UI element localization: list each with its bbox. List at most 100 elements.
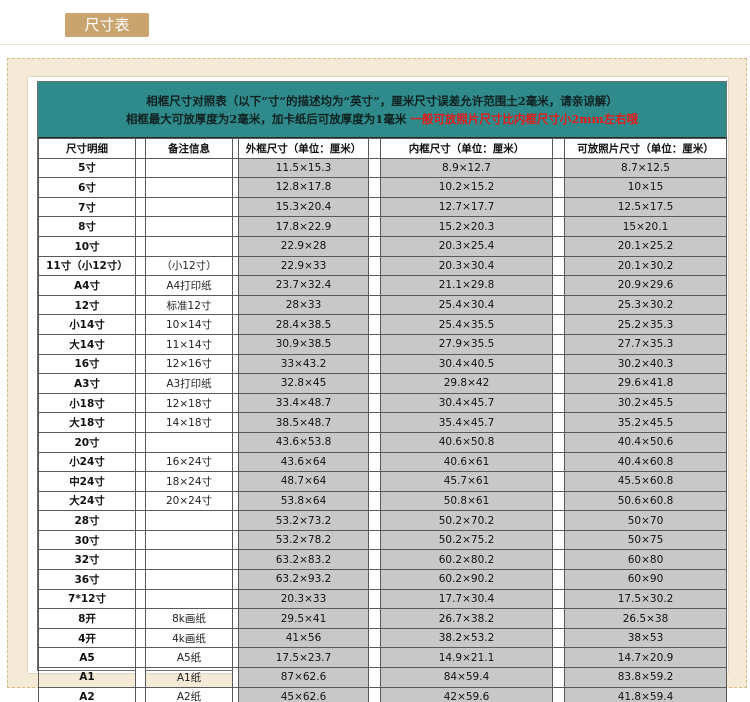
column-spacer xyxy=(135,235,146,257)
photo-size-cell: 40.4×60.8 xyxy=(564,451,727,473)
outer-size-cell: 23.7×32.4 xyxy=(238,275,369,296)
photo-size-cell: 8.7×12.5 xyxy=(564,157,727,179)
table-row: 16寸 12×16寸 33×43.2 30.4×40.5 30.2×40.3 xyxy=(38,353,727,375)
table-row: 28寸 53.2×73.2 50.2×70.2 50×70 xyxy=(38,510,727,531)
column-spacer xyxy=(552,275,565,296)
column-spacer xyxy=(368,451,381,473)
outer-size-cell: 32.8×45 xyxy=(238,373,369,394)
column-spacer xyxy=(368,275,381,296)
column-spacer xyxy=(552,412,565,433)
size-cell: 大14寸 xyxy=(38,333,136,355)
photo-size-cell: 40.4×50.6 xyxy=(564,431,727,453)
note-cell xyxy=(145,216,233,237)
column-header-inner: 内框尺寸（单位：厘米） xyxy=(380,138,553,159)
photo-size-cell: 41.8×59.4 xyxy=(564,686,727,702)
table-row: A3寸 A3打印纸 32.8×45 29.8×42 29.6×41.8 xyxy=(38,373,727,394)
column-spacer xyxy=(368,196,381,218)
inner-size-cell: 17.7×30.4 xyxy=(380,588,553,610)
size-cell: 30寸 xyxy=(38,529,136,551)
outer-size-cell: 22.9×28 xyxy=(238,235,369,257)
table-row: 4开 4k画纸 41×56 38.2×53.2 38×53 xyxy=(38,627,727,649)
table-row: A1 A1纸 87×62.6 84×59.4 83.8×59.2 xyxy=(38,667,727,688)
inner-size-cell: 45.7×61 xyxy=(380,471,553,492)
outer-size-cell: 17.5×23.7 xyxy=(238,647,369,669)
photo-size-cell: 38×53 xyxy=(564,627,727,649)
outer-size-cell: 53.8×64 xyxy=(238,490,369,512)
column-header-photo: 可放照片尺寸（单位：厘米） xyxy=(564,138,727,159)
size-cell: 大18寸 xyxy=(38,412,136,433)
column-header-outer: 外框尺寸（单位：厘米） xyxy=(238,138,369,159)
inner-size-cell: 30.4×40.5 xyxy=(380,353,553,375)
divider xyxy=(0,44,750,45)
column-spacer xyxy=(552,471,565,492)
column-spacer xyxy=(552,177,565,198)
table-row: A5 A5纸 17.5×23.7 14.9×21.1 14.7×20.9 xyxy=(38,647,727,669)
column-spacer xyxy=(368,510,381,531)
column-spacer xyxy=(368,216,381,237)
outer-size-cell: 20.3×33 xyxy=(238,588,369,610)
table-row: A4寸 A4打印纸 23.7×32.4 21.1×29.8 20.9×29.6 xyxy=(38,275,727,296)
column-spacer xyxy=(552,333,565,355)
column-spacer xyxy=(368,333,381,355)
column-spacer xyxy=(552,451,565,473)
note-cell: 12×18寸 xyxy=(145,392,233,414)
inner-size-cell: 40.6×50.8 xyxy=(380,431,553,453)
table-row: 7*12寸 20.3×33 17.7×30.4 17.5×30.2 xyxy=(38,588,727,610)
inner-size-cell: 26.7×38.2 xyxy=(380,608,553,629)
size-cell: 11寸（小12寸） xyxy=(38,255,136,277)
note-cell: 4k画纸 xyxy=(145,627,233,649)
note-cell: 18×24寸 xyxy=(145,471,233,492)
table-row: 大14寸 11×14寸 30.9×38.5 27.9×35.5 27.7×35.3 xyxy=(38,333,727,355)
photo-size-cell: 45.5×60.8 xyxy=(564,471,727,492)
photo-size-cell: 50×70 xyxy=(564,510,727,531)
header-thickness-note: 相框最大可放厚度为2毫米，加卡纸后可放厚度为1毫米 xyxy=(125,112,407,126)
size-cell: 小24寸 xyxy=(38,451,136,473)
column-spacer xyxy=(552,667,565,688)
size-cell: 7*12寸 xyxy=(38,588,136,610)
column-spacer xyxy=(552,647,565,669)
size-cell: 6寸 xyxy=(38,177,136,198)
column-spacer xyxy=(135,588,146,610)
note-cell xyxy=(145,431,233,453)
column-spacer xyxy=(368,412,381,433)
inner-size-cell: 25.4×35.5 xyxy=(380,314,553,335)
outer-size-cell: 15.3×20.4 xyxy=(238,196,369,218)
inner-size-cell: 10.2×15.2 xyxy=(380,177,553,198)
column-spacer xyxy=(135,412,146,433)
column-spacer xyxy=(368,373,381,394)
note-cell: （小12寸） xyxy=(145,255,233,277)
size-chart: 相框尺寸对照表（以下“寸”的描述均为“英寸”，厘米尺寸误差允许范围土2毫米，请亲… xyxy=(37,81,727,702)
column-spacer xyxy=(552,686,565,702)
photo-size-cell: 50.6×60.8 xyxy=(564,490,727,512)
note-cell: 11×14寸 xyxy=(145,333,233,355)
column-spacer xyxy=(135,608,146,629)
column-spacer xyxy=(135,667,146,688)
size-cell: 36寸 xyxy=(38,569,136,590)
outer-size-cell: 48.7×64 xyxy=(238,471,369,492)
size-cell: 7寸 xyxy=(38,196,136,218)
table-row: 8寸 17.8×22.9 15.2×20.3 15×20.1 xyxy=(38,216,727,237)
column-spacer xyxy=(368,490,381,512)
column-spacer xyxy=(368,235,381,257)
size-chart-header: 相框尺寸对照表（以下“寸”的描述均为“英寸”，厘米尺寸误差允许范围土2毫米，请亲… xyxy=(38,82,726,138)
column-spacer xyxy=(135,275,146,296)
table-row: 11寸（小12寸） （小12寸） 22.9×33 20.3×30.4 20.1×30.2 xyxy=(38,255,727,277)
column-spacer xyxy=(135,138,146,159)
inner-size-cell: 8.9×12.7 xyxy=(380,157,553,179)
inner-size-cell: 20.3×25.4 xyxy=(380,235,553,257)
photo-size-cell: 50×75 xyxy=(564,529,727,551)
photo-size-cell: 17.5×30.2 xyxy=(564,588,727,610)
table-row: 大18寸 14×18寸 38.5×48.7 35.4×45.7 35.2×45.5 xyxy=(38,412,727,433)
inner-size-cell: 21.1×29.8 xyxy=(380,275,553,296)
note-cell xyxy=(145,588,233,610)
table-row: 8开 8k画纸 29.5×41 26.7×38.2 26.5×38 xyxy=(38,608,727,629)
inner-size-cell: 29.8×42 xyxy=(380,373,553,394)
photo-size-cell: 27.7×35.3 xyxy=(564,333,727,355)
page-section-tab: 尺寸表 xyxy=(65,13,149,37)
photo-size-cell: 60×90 xyxy=(564,569,727,590)
column-spacer xyxy=(135,569,146,590)
note-cell xyxy=(145,510,233,531)
table-row: 中24寸 18×24寸 48.7×64 45.7×61 45.5×60.8 xyxy=(38,471,727,492)
size-cell: A5 xyxy=(38,647,136,669)
column-spacer xyxy=(552,588,565,610)
